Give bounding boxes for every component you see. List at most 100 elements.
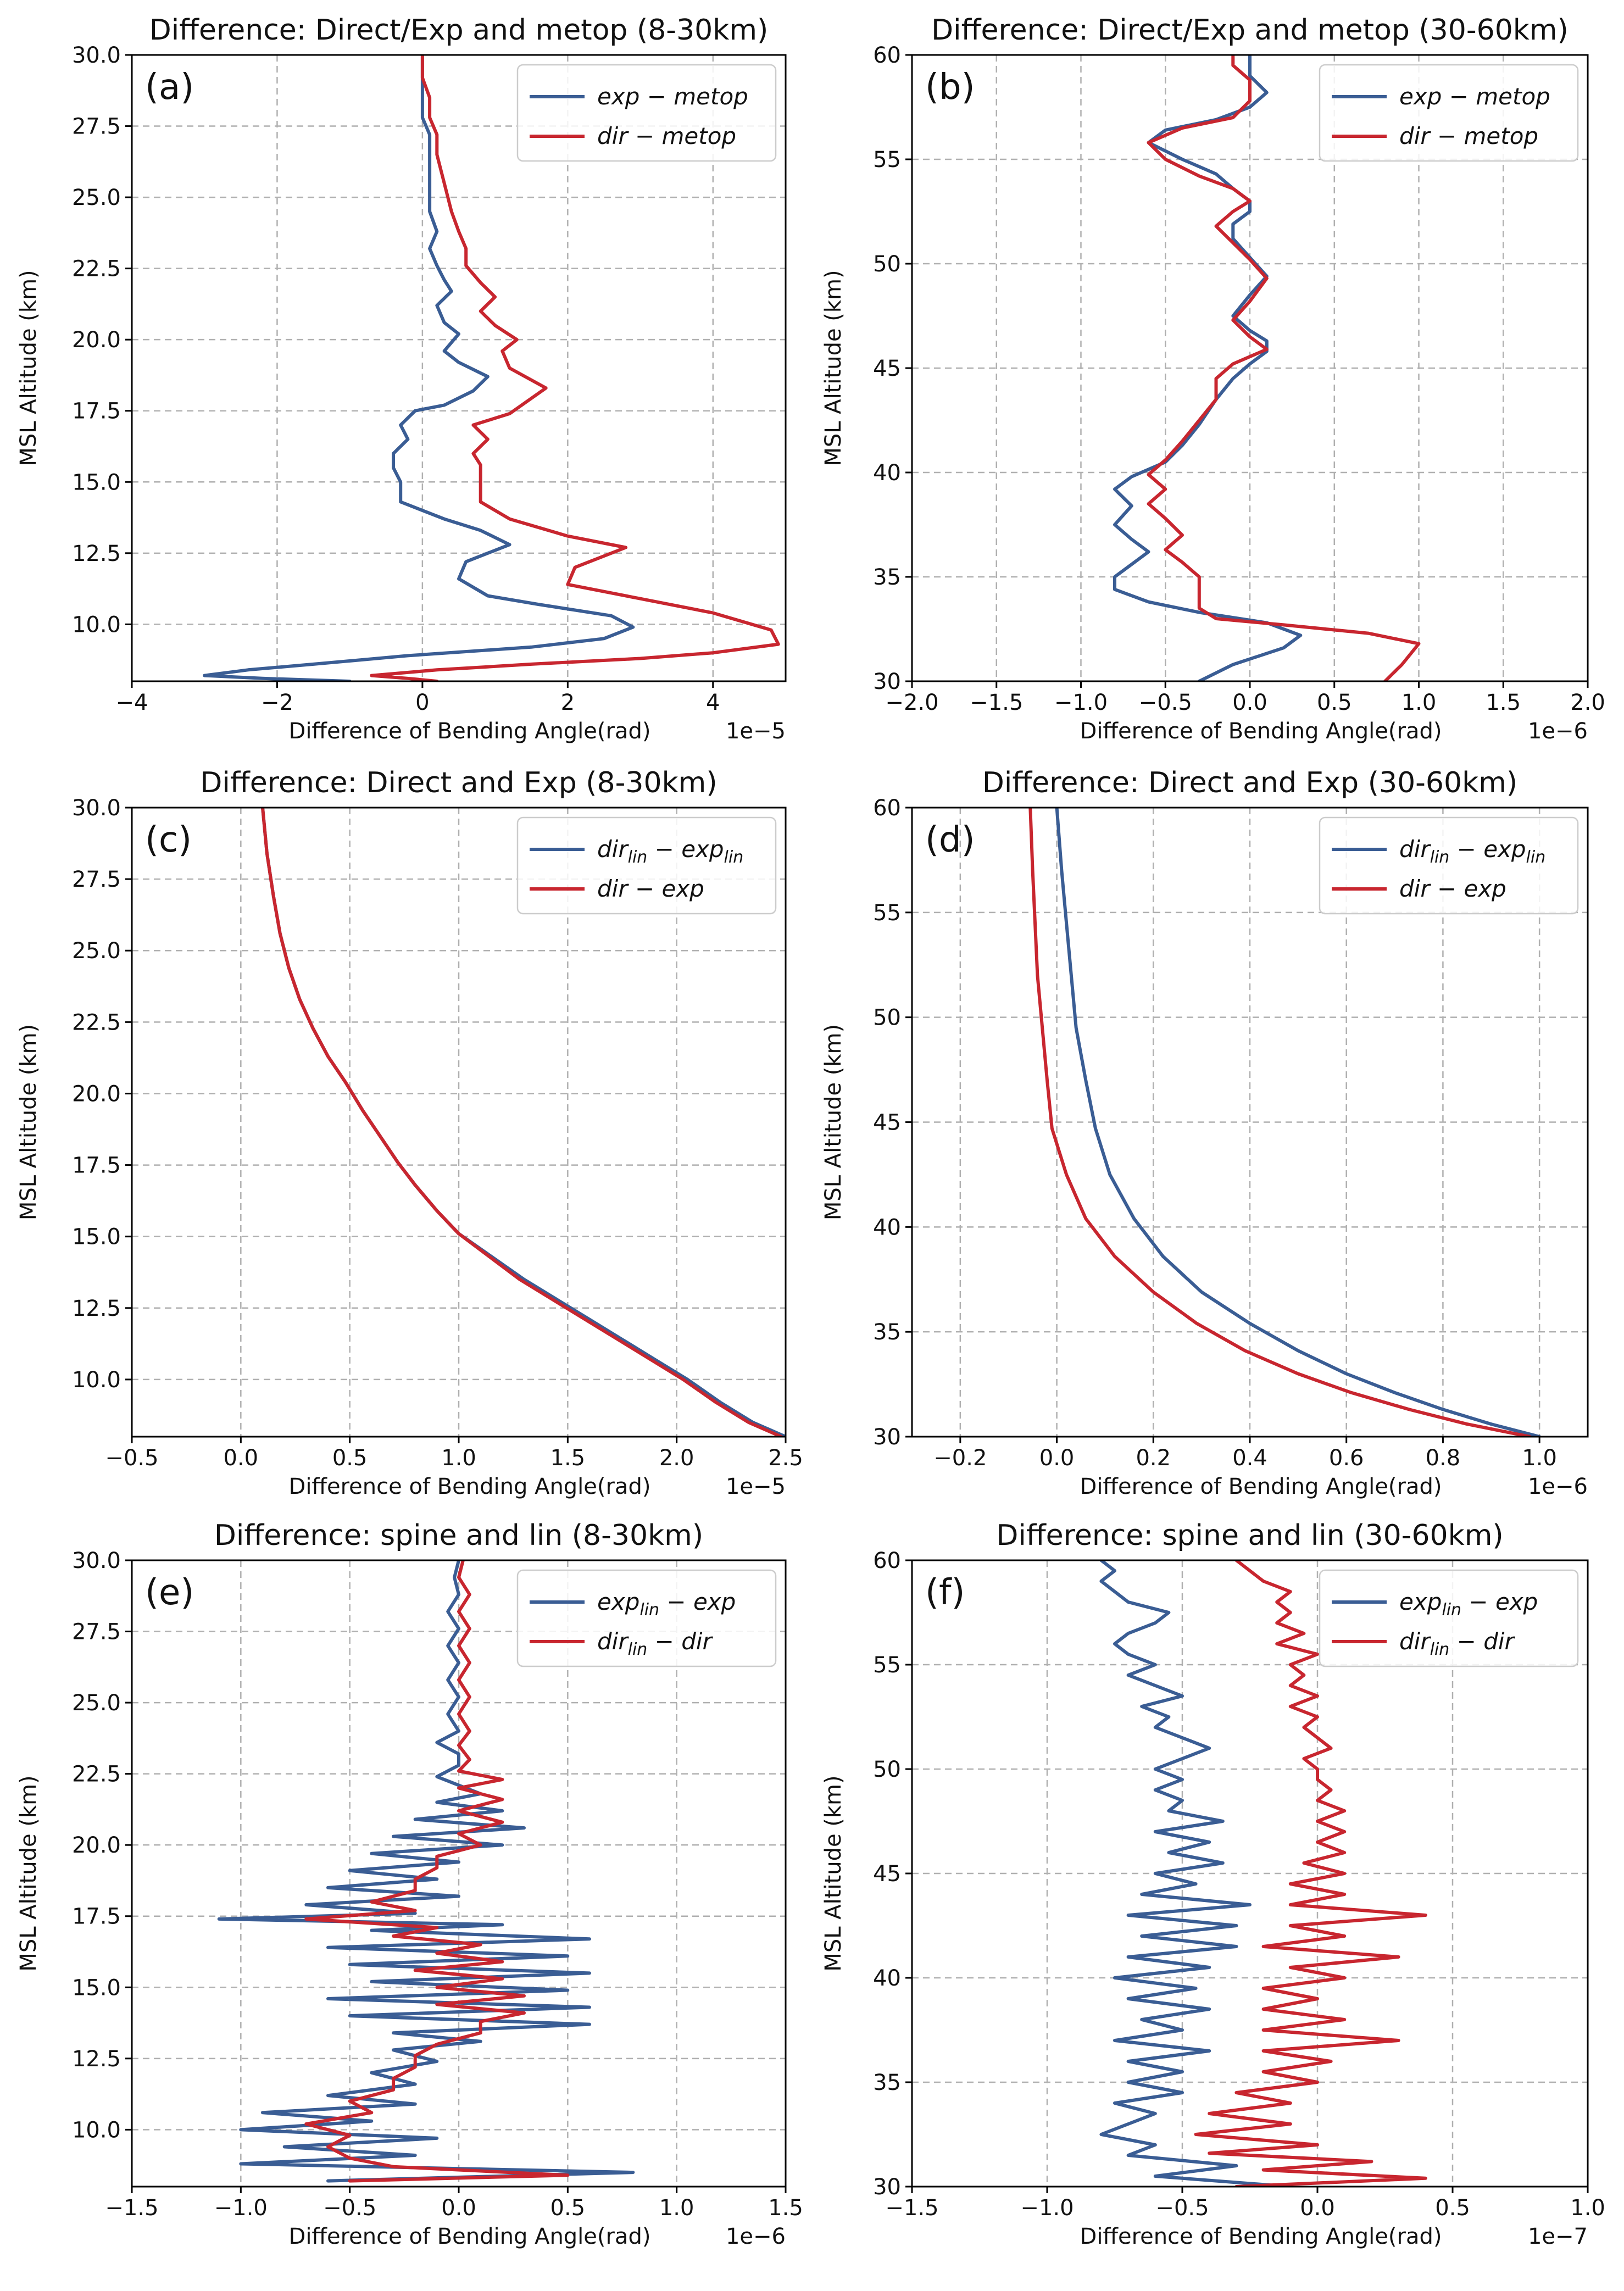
legend-text-part: lin — [1430, 848, 1450, 867]
y-tick-label: 22.5 — [72, 257, 121, 282]
chart-title: Difference: Direct/Exp and metop (30-60k… — [931, 14, 1569, 47]
y-tick-label: 35 — [873, 565, 901, 590]
x-axis-label: Difference of Bending Angle(rad) — [1080, 2224, 1442, 2249]
x-tick-label: 2.0 — [1570, 690, 1605, 715]
y-tick-label: 17.5 — [72, 399, 121, 424]
legend-text-part: lin — [628, 848, 648, 867]
y-tick-label: 10.0 — [72, 1367, 121, 1393]
panel-label: (b) — [925, 67, 975, 108]
x-tick-label: −0.5 — [323, 2195, 376, 2221]
x-tick-label: 1.0 — [1570, 2195, 1605, 2221]
series-group — [1028, 808, 1542, 1437]
x-tick-label: 0.8 — [1426, 1445, 1461, 1471]
legend-text-part: − dir — [1449, 1628, 1515, 1655]
y-tick-label: 12.5 — [72, 2047, 121, 2072]
legend: exp − metop dir − metop — [1319, 64, 1579, 162]
series-group — [1099, 1560, 1427, 2187]
chart-panel-f: −1.5 −1.0 −0.5 0.0 0.5 1.0 30 35 40 45 50 55 60 Diffe… — [821, 1519, 1605, 2249]
x-tick-label: −1.0 — [214, 2195, 268, 2221]
legend-text-part: dir − metop — [597, 123, 736, 149]
x-tick-label: −4 — [116, 690, 148, 715]
y-axis-label: MSL Altitude (km) — [821, 1024, 846, 1220]
x-tick-label: 0.0 — [1232, 690, 1267, 715]
x-tick-label: 0.0 — [224, 1445, 259, 1471]
panel-label: (d) — [925, 820, 975, 860]
legend-text-part: lin — [724, 848, 744, 867]
y-tick-label: 45 — [873, 356, 901, 381]
y-tick-label: 30.0 — [72, 1548, 121, 1573]
y-axis-label: MSL Altitude (km) — [16, 1024, 41, 1220]
legend-text-part: − exp — [647, 836, 724, 863]
series-group — [1113, 55, 1421, 681]
x-offset-label: 1e−5 — [726, 1474, 786, 1499]
y-tick-label: 10.0 — [72, 612, 121, 637]
legend-text-part: exp − metop — [597, 83, 748, 110]
x-tick-label: 2.0 — [659, 1445, 694, 1471]
chart-title: Difference: spine and lin (8-30km) — [214, 1519, 703, 1552]
legend-text-part: dir — [597, 1628, 629, 1655]
y-tick-label: 30.0 — [72, 43, 121, 68]
y-tick-label: 60 — [873, 43, 901, 68]
y-tick-label: 40 — [873, 1966, 901, 1991]
x-offset-label: 1e−6 — [1528, 719, 1588, 744]
legend-text-part: lin — [1430, 1640, 1450, 1659]
y-tick-label: 17.5 — [72, 1153, 121, 1178]
series-line-dir — [370, 55, 780, 681]
series-line-exp — [1055, 808, 1542, 1437]
legend-entry: dir − metop — [597, 123, 736, 149]
panel-label: (c) — [145, 820, 192, 860]
chart-title: Difference: Direct and Exp (30-60km) — [982, 766, 1517, 799]
legend-text-part: lin — [1526, 848, 1546, 867]
x-tick-label: −1.0 — [1020, 2195, 1074, 2221]
y-axis-label: MSL Altitude (km) — [16, 270, 41, 466]
series-group — [261, 808, 786, 1437]
series-line-exp — [1099, 1560, 1292, 2187]
chart-title: Difference: Direct/Exp and metop (8-30km… — [149, 14, 769, 47]
series-line-exp — [203, 55, 635, 681]
legend-entry: dir − metop — [1399, 123, 1538, 149]
legend-text-part: lin — [1442, 1600, 1461, 1620]
y-tick-label: 50 — [873, 1005, 901, 1031]
series-group — [217, 1560, 635, 2183]
series-line-exp — [1113, 55, 1303, 681]
legend-entry: explin − exp — [597, 1588, 736, 1620]
y-axis-label: MSL Altitude (km) — [821, 1775, 846, 1971]
legend-entry: dir − exp — [1399, 875, 1506, 902]
y-tick-label: 22.5 — [72, 1762, 121, 1787]
legend: explin − exp dirlin − dir — [516, 1569, 777, 1667]
x-tick-label: 1.0 — [659, 2195, 694, 2221]
y-tick-label: 15.0 — [72, 470, 121, 495]
y-tick-label: 25.0 — [72, 185, 121, 210]
x-tick-label: 0.5 — [550, 2195, 586, 2221]
x-offset-label: 1e−6 — [1528, 1474, 1588, 1499]
x-tick-label: 1.5 — [1486, 690, 1521, 715]
x-tick-label: −0.5 — [105, 1445, 158, 1471]
y-tick-label: 25.0 — [72, 1691, 121, 1716]
x-axis-label: Difference of Bending Angle(rad) — [289, 1474, 651, 1499]
x-tick-label: 1.5 — [768, 2195, 803, 2221]
y-tick-label: 20.0 — [72, 1833, 121, 1858]
y-tick-label: 45 — [873, 1861, 901, 1887]
x-tick-label: 4 — [706, 690, 720, 715]
x-tick-label: 0.2 — [1136, 1445, 1171, 1471]
legend-text-part: exp − metop — [1399, 83, 1550, 110]
legend-entry: dirlin − dir — [597, 1628, 714, 1659]
y-tick-label: 40 — [873, 460, 901, 486]
y-tick-label: 55 — [873, 900, 901, 926]
x-offset-label: 1e−7 — [1528, 2224, 1588, 2249]
x-axis-label: Difference of Bending Angle(rad) — [1080, 1474, 1442, 1499]
series-group — [203, 55, 780, 681]
x-tick-label: −1.5 — [885, 2195, 938, 2221]
legend-entry: exp − metop — [1399, 83, 1550, 110]
y-tick-label: 15.0 — [72, 1975, 121, 2000]
y-tick-label: 30 — [873, 1425, 901, 1450]
chart-panel-e: −1.5 −1.0 −0.5 0.0 0.5 1.0 1.5 10.0 12.5 15.0 17.5… — [16, 1519, 803, 2249]
y-tick-label: 15.0 — [72, 1225, 121, 1250]
y-tick-label: 55 — [873, 147, 901, 173]
y-tick-label: 40 — [873, 1215, 901, 1240]
panel-label: (a) — [145, 67, 194, 108]
legend-text-part: exp — [597, 1588, 639, 1615]
chart-title: Difference: Direct and Exp (8-30km) — [200, 766, 717, 799]
y-tick-label: 50 — [873, 252, 901, 277]
